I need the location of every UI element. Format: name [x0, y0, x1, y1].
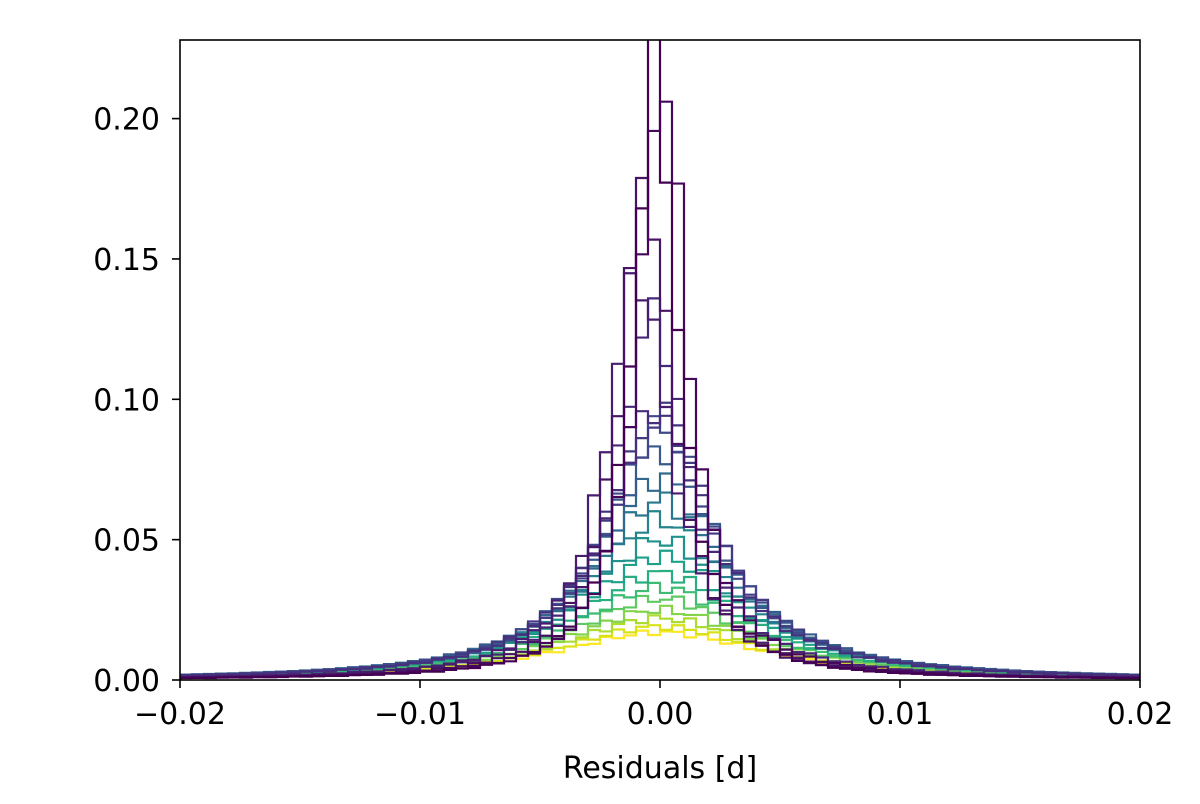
axis-ticks-group: −0.02 −0.01 0.00 0.01 0.02 0.00 0.05 0.10 0.15 0.… — [93, 103, 1173, 732]
x-tick-label: 0.01 — [867, 697, 934, 732]
x-axis-label: Residuals [d] — [563, 751, 757, 786]
x-tick-label: −0.02 — [134, 697, 226, 732]
y-tick-label: 0.20 — [93, 103, 160, 138]
x-tick-label: −0.01 — [374, 697, 466, 732]
histogram-series-0 — [180, 40, 1140, 680]
y-tick-label: 0.15 — [93, 243, 160, 278]
y-tick-label: 0.05 — [93, 524, 160, 559]
histogram-series-group — [180, 40, 1140, 680]
x-tick-label: 0.02 — [1107, 697, 1174, 732]
histogram-series-5 — [180, 410, 1140, 680]
x-tick-label: 0.00 — [627, 697, 694, 732]
y-tick-label: 0.10 — [93, 383, 160, 418]
y-tick-label: 0.00 — [93, 664, 160, 699]
